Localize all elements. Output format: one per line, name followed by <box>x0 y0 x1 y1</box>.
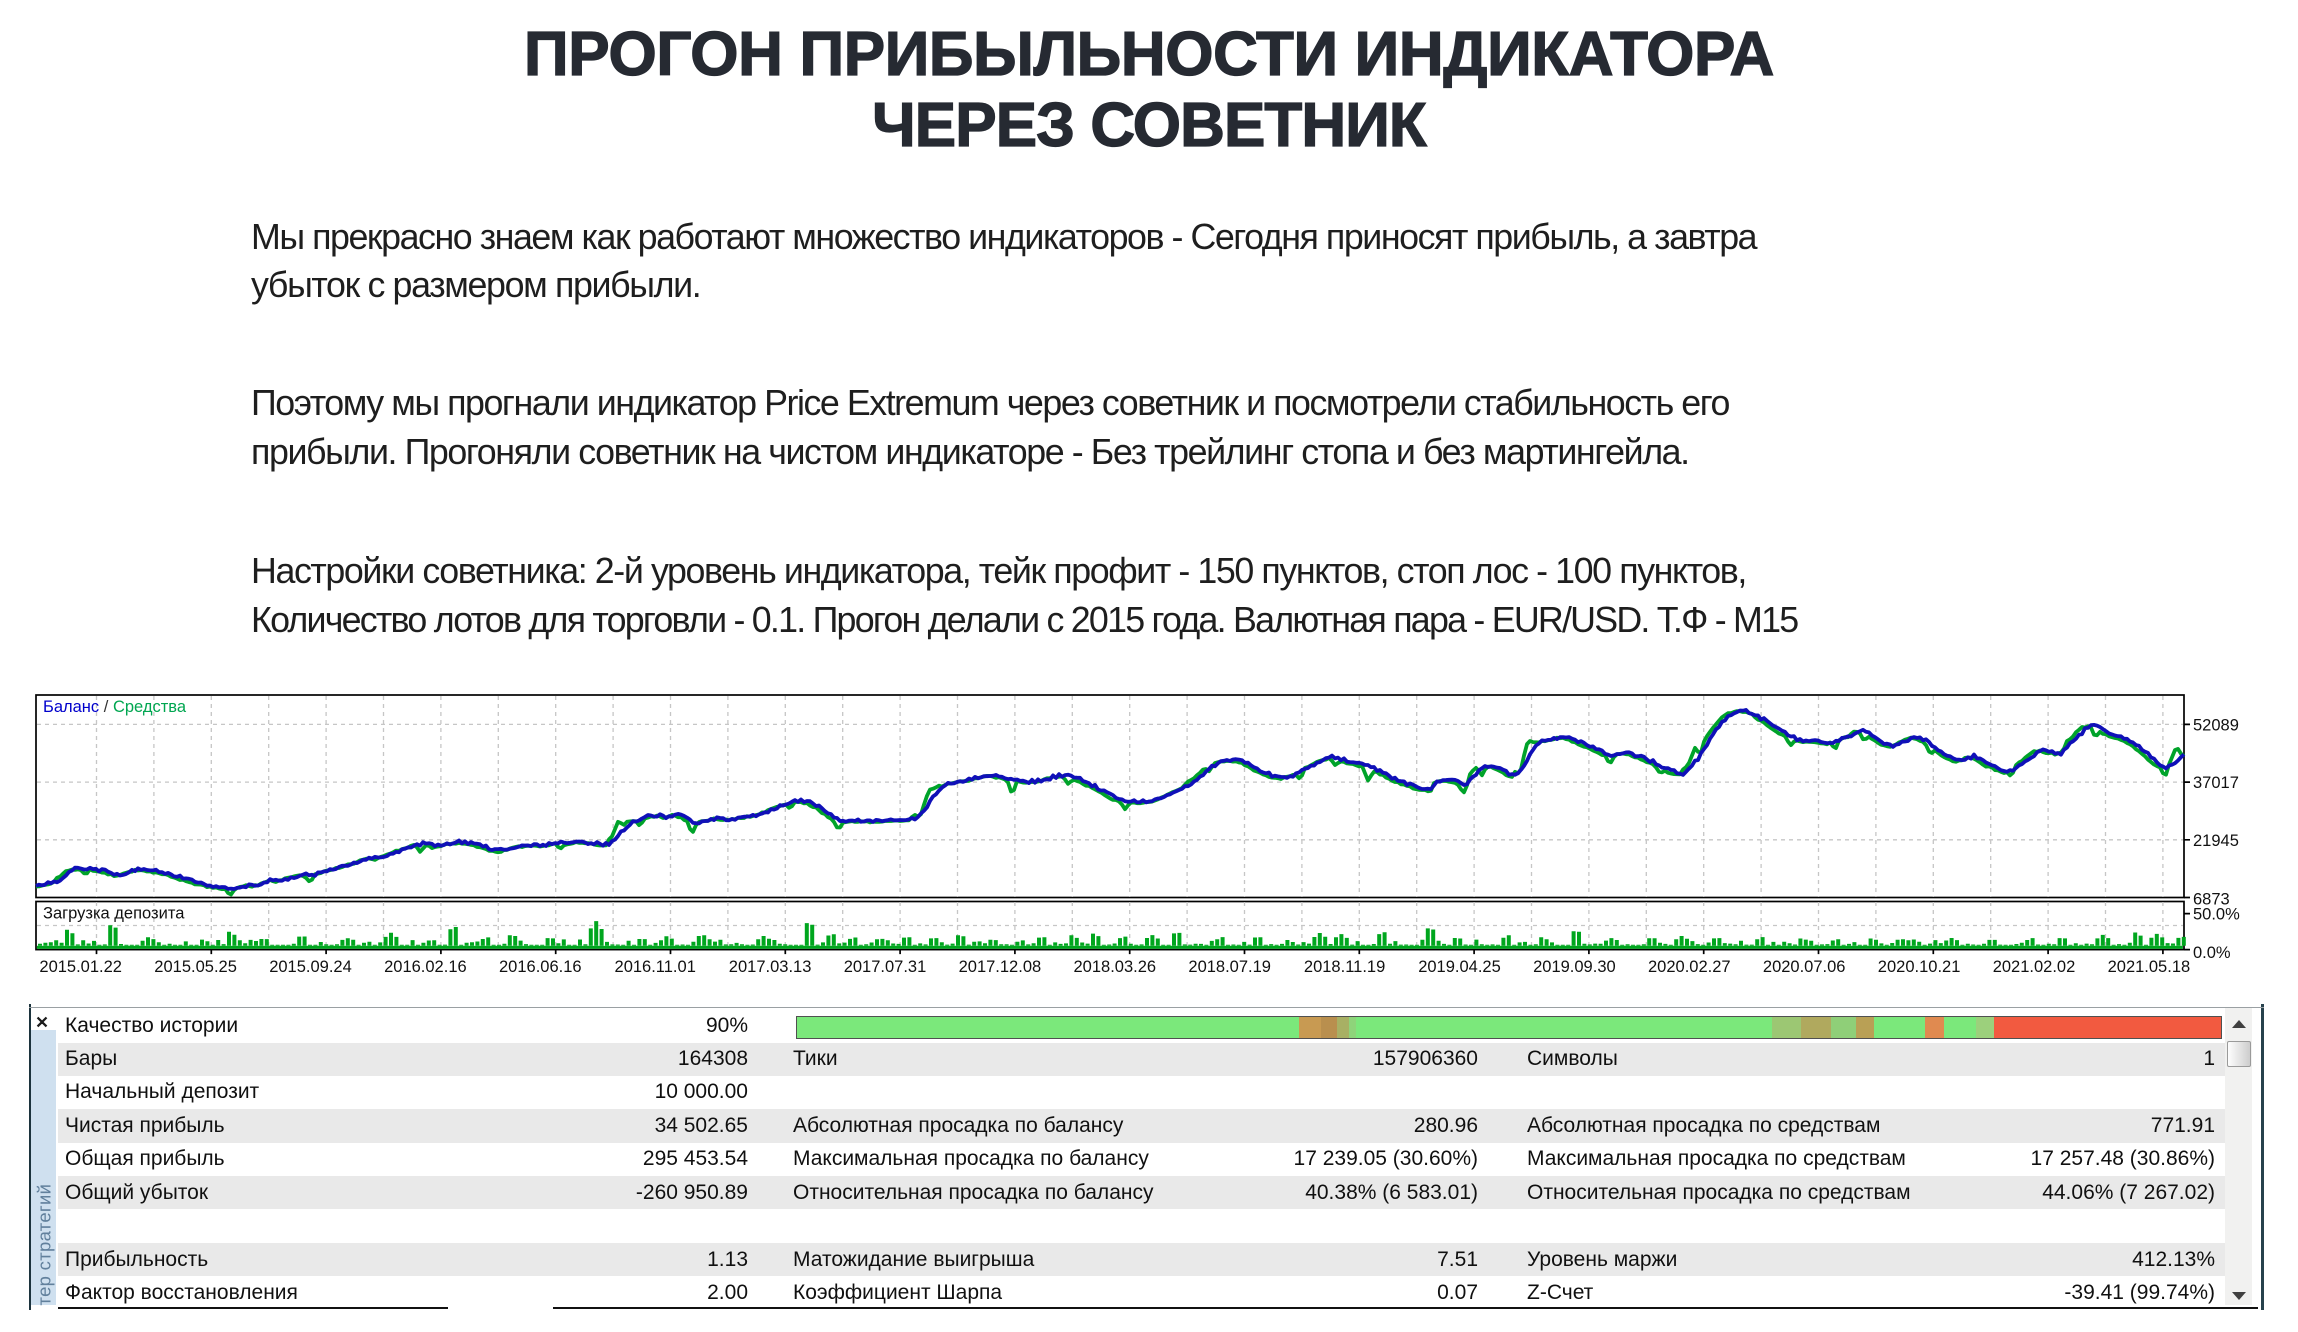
svg-text:2021.02.02: 2021.02.02 <box>1993 958 2076 976</box>
svg-text:2015.09.24: 2015.09.24 <box>269 958 352 976</box>
svg-text:2015.01.22: 2015.01.22 <box>39 958 122 976</box>
svg-text:2019.09.30: 2019.09.30 <box>1533 958 1616 976</box>
svg-text:2017.03.13: 2017.03.13 <box>729 958 812 976</box>
svg-text:50.0%: 50.0% <box>2193 906 2240 924</box>
svg-text:2015.05.25: 2015.05.25 <box>154 958 237 976</box>
svg-text:2016.06.16: 2016.06.16 <box>499 958 582 976</box>
svg-text:6873: 6873 <box>2193 891 2230 909</box>
svg-text:21945: 21945 <box>2193 832 2239 850</box>
svg-text:2018.03.26: 2018.03.26 <box>1074 958 1157 976</box>
svg-text:52089: 52089 <box>2193 716 2239 734</box>
svg-text:Загрузка депозита: Загрузка депозита <box>43 905 185 923</box>
svg-text:2019.04.25: 2019.04.25 <box>1418 958 1501 976</box>
svg-text:2016.02.16: 2016.02.16 <box>384 958 467 976</box>
svg-text:2020.07.06: 2020.07.06 <box>1763 958 1846 976</box>
svg-text:2017.12.08: 2017.12.08 <box>959 958 1042 976</box>
svg-text:2020.10.21: 2020.10.21 <box>1878 958 1961 976</box>
svg-text:2018.11.19: 2018.11.19 <box>1304 958 1385 976</box>
svg-text:2018.07.19: 2018.07.19 <box>1188 958 1271 976</box>
svg-text:2017.07.31: 2017.07.31 <box>844 958 927 976</box>
svg-text:2021.05.18: 2021.05.18 <box>2108 958 2191 976</box>
svg-text:Баланс / Средства: Баланс / Средства <box>43 698 187 716</box>
svg-text:37017: 37017 <box>2193 774 2239 792</box>
svg-text:2016.11.01: 2016.11.01 <box>615 958 696 976</box>
svg-text:2020.02.27: 2020.02.27 <box>1648 958 1731 976</box>
svg-text:0.0%: 0.0% <box>2193 944 2231 962</box>
